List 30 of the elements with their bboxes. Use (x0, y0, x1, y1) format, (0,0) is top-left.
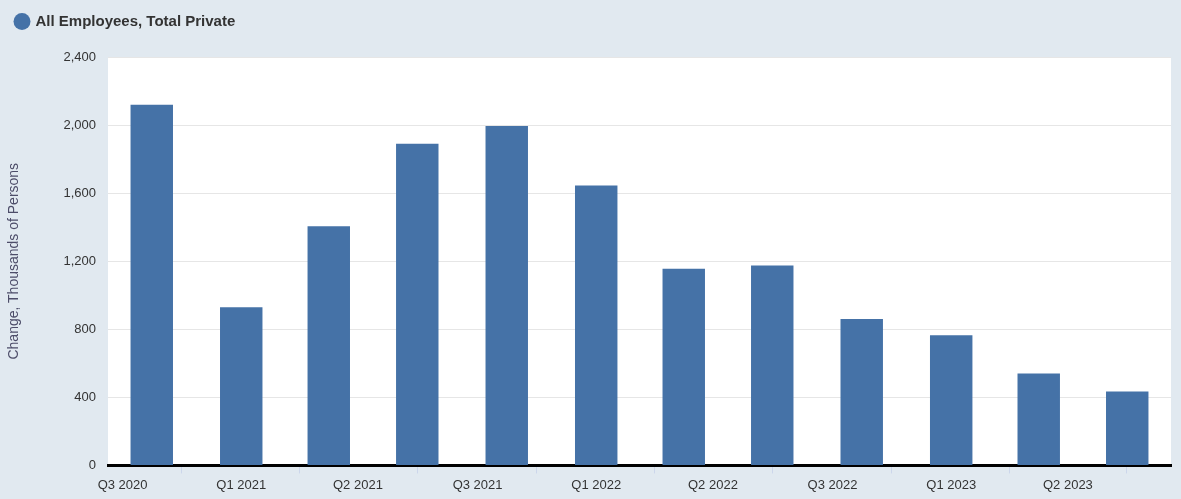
x-tick-label: Q3 2020 (97, 476, 148, 492)
y-tick-label: 2,400 (63, 48, 96, 64)
x-tick-label: Q2 2023 (1042, 476, 1093, 492)
y-tick-label: 2,000 (63, 116, 96, 132)
bar (929, 335, 973, 465)
y-tick-label: 0 (88, 456, 96, 472)
bar (220, 307, 263, 465)
bar (1017, 373, 1060, 465)
bar (307, 226, 350, 465)
y-tick-label: 400 (74, 388, 96, 404)
bar (1106, 391, 1149, 465)
x-tick-label: Q1 2023 (926, 476, 977, 492)
bar (130, 104, 173, 465)
y-axis-title: Change, Thousands of Persons (5, 162, 22, 360)
x-tick-label: Q3 2022 (807, 476, 858, 492)
bar (840, 319, 883, 465)
x-tick-label: Q2 2021 (333, 476, 383, 492)
y-tick-label: 1,600 (63, 184, 96, 200)
x-tick-label: Q3 2021 (452, 476, 503, 492)
legend-label: All Employees, Total Private (35, 11, 236, 29)
y-tick-label: 1,200 (63, 252, 96, 268)
x-tick-label: Q1 2022 (571, 476, 622, 492)
bar (662, 268, 705, 465)
x-tick-label: Q2 2022 (687, 476, 738, 492)
bar (485, 125, 528, 465)
bar (751, 265, 794, 465)
bar (575, 185, 618, 465)
bar (396, 143, 439, 465)
y-tick-label: 800 (74, 320, 96, 336)
x-tick-label: Q1 2021 (216, 476, 267, 492)
